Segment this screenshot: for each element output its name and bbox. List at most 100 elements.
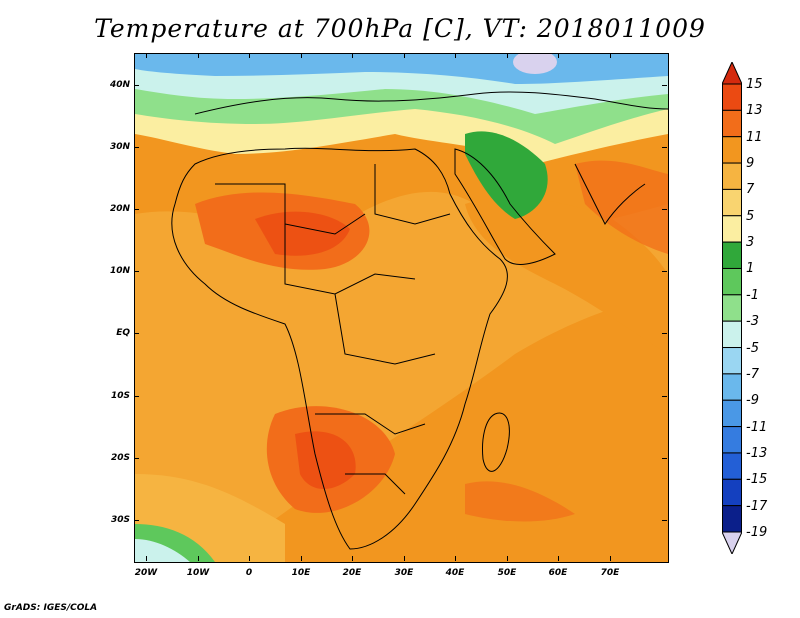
tick-left xyxy=(134,458,139,459)
colorbar-label: 13 xyxy=(746,103,763,119)
colorbar-label: -13 xyxy=(746,445,768,461)
colorbar-swatch xyxy=(722,452,742,480)
tick-right xyxy=(662,458,667,459)
colorbar-top-triangle xyxy=(722,62,742,85)
colorbar-label: 3 xyxy=(746,235,755,251)
colorbar-swatch xyxy=(722,320,742,349)
colorbar-label: 7 xyxy=(746,182,755,198)
colorbar-label: -5 xyxy=(746,340,759,356)
lon-label-10e: 10E xyxy=(291,568,311,578)
tick-bottom xyxy=(249,556,250,561)
europe-coast xyxy=(194,91,668,115)
lat-label-eq: EQ xyxy=(116,328,130,338)
india-coast xyxy=(574,163,646,225)
tick-top xyxy=(455,53,456,58)
lat-label-20n: 20N xyxy=(109,204,130,214)
colorbar-label: -17 xyxy=(746,498,768,514)
tick-right xyxy=(662,271,667,272)
tick-bottom xyxy=(507,556,508,561)
madagascar xyxy=(482,412,510,472)
tick-bottom xyxy=(198,556,199,561)
tick-bottom xyxy=(610,556,611,561)
tick-left xyxy=(134,333,139,334)
tick-bottom xyxy=(404,556,405,561)
tick-right xyxy=(662,147,667,148)
tick-top xyxy=(146,53,147,58)
colorbar-label: 9 xyxy=(746,156,755,172)
tick-bottom xyxy=(352,556,353,561)
hot-sahel-core xyxy=(255,211,350,256)
colorbar-label: -1 xyxy=(746,287,759,303)
tick-right xyxy=(662,396,667,397)
tick-left xyxy=(134,271,139,272)
lon-label-40e: 40E xyxy=(445,568,465,578)
lat-label-30s: 30S xyxy=(110,515,130,525)
chart-title: Temperature at 700hPa [C], VT: 201801100… xyxy=(94,14,706,43)
footer-credit: GrADS: IGES/COLA xyxy=(4,603,98,613)
lon-label-10w: 10W xyxy=(186,568,210,578)
tick-left xyxy=(134,209,139,210)
tick-top xyxy=(352,53,353,58)
colorbar-label: -19 xyxy=(746,525,768,540)
lon-label-60e: 60E xyxy=(548,568,568,578)
tick-right xyxy=(662,333,667,334)
africa-coastline xyxy=(171,147,508,550)
lat-label-40n: 40N xyxy=(109,80,130,90)
cold-spot-caspian xyxy=(513,54,557,74)
border-5 xyxy=(374,164,451,225)
tick-top xyxy=(507,53,508,58)
border-6 xyxy=(345,473,406,495)
lon-label-50e: 50E xyxy=(497,568,517,578)
tick-top xyxy=(301,53,302,58)
colorbar-swatch xyxy=(722,162,742,190)
border-4 xyxy=(315,413,426,435)
colorbar-label: 1 xyxy=(746,261,755,277)
tick-bottom xyxy=(455,556,456,561)
border-3 xyxy=(334,293,436,365)
colorbar-swatch xyxy=(722,83,742,111)
colorbar-label: 5 xyxy=(746,208,755,224)
tick-top xyxy=(198,53,199,58)
cool-arabia-green xyxy=(465,131,548,219)
lon-label-70e: 70E xyxy=(600,568,620,578)
temperature-map xyxy=(134,53,669,563)
tick-right xyxy=(662,85,667,86)
tick-left xyxy=(134,147,139,148)
tick-top xyxy=(249,53,250,58)
colorbar-label: 15 xyxy=(746,77,763,92)
lat-label-10s: 10S xyxy=(110,391,130,401)
hot-southern-core xyxy=(295,431,356,489)
colorbar-swatch xyxy=(722,347,742,375)
tick-left xyxy=(134,85,139,86)
colorbar-label: -3 xyxy=(746,314,759,330)
tick-left xyxy=(134,396,139,397)
tick-right xyxy=(662,520,667,521)
lon-label-0: 0 xyxy=(245,568,253,578)
tick-bottom xyxy=(146,556,147,561)
colorbar-label: -9 xyxy=(746,393,759,409)
colorbar-swatch xyxy=(722,426,742,454)
colorbar-label: -15 xyxy=(746,472,768,488)
warm-band-light xyxy=(135,191,668,562)
colorbar-swatch xyxy=(722,373,742,401)
colorbar-label: -11 xyxy=(746,419,768,435)
colorbar-swatch xyxy=(722,136,742,164)
tick-top xyxy=(558,53,559,58)
colorbar-label: -7 xyxy=(746,366,759,382)
lat-label-20s: 20S xyxy=(110,453,130,463)
colorbar-swatch xyxy=(722,478,742,507)
colorbar-swatch xyxy=(722,188,742,217)
colorbar-swatch xyxy=(722,294,742,322)
tick-bottom xyxy=(301,556,302,561)
colorbar-swatch xyxy=(722,267,742,296)
colorbar-swatch xyxy=(722,109,742,138)
arabia-coastline xyxy=(454,148,556,265)
colorbar-bottom-triangle xyxy=(722,531,742,554)
colorbar-swatch xyxy=(722,399,742,428)
tick-top xyxy=(610,53,611,58)
lon-label-30e: 30E xyxy=(394,568,414,578)
colorbar-swatch xyxy=(722,215,742,243)
colorbar-label: 11 xyxy=(746,129,763,145)
lon-label-20e: 20E xyxy=(342,568,362,578)
lat-label-10n: 10N xyxy=(109,266,130,276)
